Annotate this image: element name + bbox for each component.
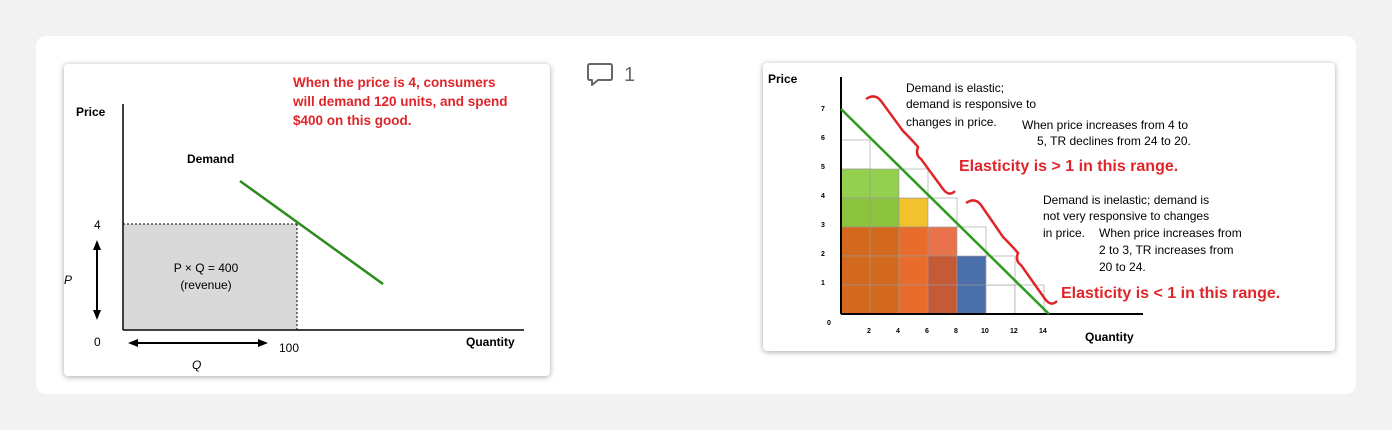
price-axis-label: Price bbox=[76, 105, 106, 119]
q-label: Q bbox=[192, 358, 201, 372]
x-tick-12: 12 bbox=[1010, 328, 1018, 335]
y-tick-5: 5 bbox=[821, 164, 825, 171]
p-arrow-up-icon bbox=[93, 240, 101, 250]
tick-price-4: 4 bbox=[94, 218, 101, 232]
quantity-axis-label: Quantity bbox=[1085, 330, 1134, 344]
demand-line bbox=[239, 179, 384, 286]
p-label: P bbox=[64, 273, 72, 287]
x-tick-6: 6 bbox=[925, 328, 929, 335]
inelastic-note-5: 2 to 3, TR increases from bbox=[1099, 243, 1234, 257]
y-tick-2: 2 bbox=[821, 251, 825, 258]
q-arrow-right-icon bbox=[258, 339, 268, 347]
p-arrow-down-icon bbox=[93, 310, 101, 320]
inelastic-note-4: When price increases from bbox=[1099, 226, 1242, 240]
elastic-note-4: When price increases from 4 to bbox=[1022, 118, 1188, 132]
inelastic-note-6: 20 to 24. bbox=[1099, 260, 1146, 274]
demand-line bbox=[840, 108, 1050, 315]
elastic-note-5: 5, TR declines from 24 to 20. bbox=[1037, 134, 1191, 148]
demand-label: Demand bbox=[187, 152, 234, 166]
tick-origin-0: 0 bbox=[94, 335, 101, 349]
elasticity-chart: Price bbox=[768, 72, 1280, 344]
comment-counter[interactable]: 1 bbox=[586, 62, 635, 88]
revenue-area bbox=[124, 224, 297, 329]
revenue-formula: P × Q = 400 bbox=[174, 261, 239, 275]
elastic-note-3: changes in price. bbox=[906, 115, 997, 129]
revenue-grid bbox=[840, 139, 1045, 315]
x-tick-14: 14 bbox=[1039, 328, 1047, 335]
elasticity-chart-image[interactable]: Price bbox=[763, 63, 1335, 351]
y-tick-labels: 7 6 5 4 3 2 1 0 bbox=[821, 106, 831, 327]
inelastic-note-3: in price. bbox=[1043, 226, 1085, 240]
elastic-range-brace bbox=[865, 95, 956, 195]
q-arrow-left-icon bbox=[128, 339, 138, 347]
revenue-chart: Price Demand When the price is 4, consum… bbox=[64, 75, 524, 372]
inelastic-note-1: Demand is inelastic; demand is bbox=[1043, 193, 1209, 207]
y-tick-1: 1 bbox=[821, 280, 825, 287]
callout-line-3: $400 on this good. bbox=[293, 113, 412, 128]
y-tick-0: 0 bbox=[827, 320, 831, 327]
inelastic-range-brace bbox=[965, 199, 1058, 305]
price-axis-label: Price bbox=[768, 72, 798, 86]
x-tick-8: 8 bbox=[954, 328, 958, 335]
y-tick-3: 3 bbox=[821, 222, 825, 229]
x-tick-10: 10 bbox=[981, 328, 989, 335]
callout-line-2: will demand 120 units, and spend bbox=[292, 94, 508, 109]
revenue-caption: (revenue) bbox=[180, 278, 231, 292]
inelastic-headline: Elasticity is < 1 in this range. bbox=[1061, 285, 1280, 302]
x-tick-labels: 2 4 6 8 10 12 14 bbox=[867, 328, 1047, 335]
y-tick-7: 7 bbox=[821, 106, 825, 113]
y-tick-4: 4 bbox=[821, 193, 825, 200]
callout-line-1: When the price is 4, consumers bbox=[293, 75, 496, 90]
elastic-note-2: demand is responsive to bbox=[906, 97, 1036, 111]
comment-count: 1 bbox=[624, 63, 636, 86]
x-tick-4: 4 bbox=[896, 328, 900, 335]
elastic-note-1: Demand is elastic; bbox=[906, 81, 1004, 95]
tick-quantity-100: 100 bbox=[279, 341, 299, 355]
quantity-axis-label: Quantity bbox=[466, 335, 515, 349]
revenue-chart-image[interactable]: Price Demand When the price is 4, consum… bbox=[64, 64, 550, 376]
speech-bubble-icon bbox=[587, 63, 613, 86]
y-tick-6: 6 bbox=[821, 135, 825, 142]
x-tick-2: 2 bbox=[867, 328, 871, 335]
elastic-headline: Elasticity is > 1 in this range. bbox=[959, 158, 1178, 175]
inelastic-note-2: not very responsive to changes bbox=[1043, 209, 1209, 223]
